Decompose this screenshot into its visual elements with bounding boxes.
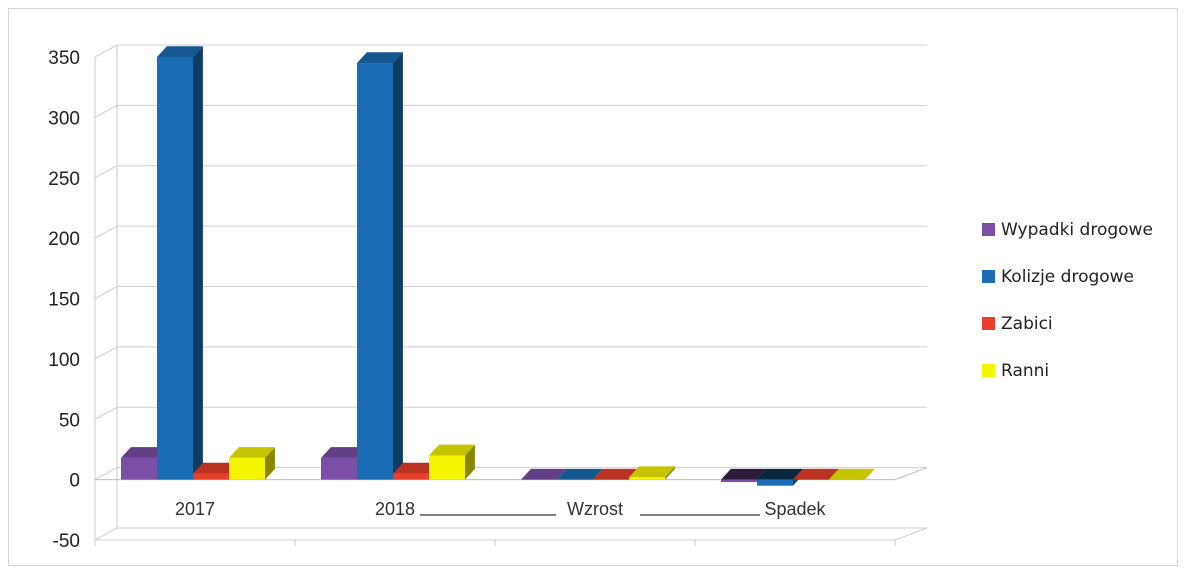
bar-wypadki-drogowe-2017-front (121, 457, 157, 480)
x-tick-label-spadek: Spadek (764, 499, 826, 519)
chart-frame (8, 8, 1178, 566)
bar-ranni-wzrost-front (629, 477, 665, 480)
legend-swatch-ranni (982, 364, 995, 377)
gridline (94, 406, 927, 420)
bar-kolizje-drogowe-spadek-front (757, 479, 793, 486)
bar-kolizje-drogowe-2018 (357, 52, 403, 480)
x-axis-depth (894, 527, 928, 541)
bar-ranni-spadek-top (829, 468, 875, 480)
bar-zabici-2017-top (193, 462, 239, 474)
bar-zabici-wzrost (593, 468, 639, 480)
bar-wypadki-drogowe-2017-top (121, 447, 167, 458)
y-tick-label: 200 (48, 229, 80, 250)
y-tick-label: 350 (48, 48, 80, 69)
bar-ranni-wzrost (629, 466, 675, 480)
bar-kolizje-drogowe-2018-front (357, 63, 393, 480)
bar-ranni-2018-side (465, 444, 475, 480)
bar-wypadki-drogowe-wzrost (521, 468, 567, 480)
y-tick-label: 150 (48, 290, 80, 311)
legend-item-zabici: Zabici (982, 312, 1153, 335)
gridline (94, 527, 927, 541)
gridline (94, 165, 927, 179)
bar-kolizje-drogowe-wzrost-top (557, 468, 603, 480)
x-axis-labels: 2017 2018 Wzrost Spadek (175, 499, 827, 519)
bar-kolizje-drogowe-2017-front (157, 57, 193, 480)
x-tick-label-2018: 2018 (375, 499, 415, 519)
y-tick-label: -50 (53, 531, 80, 552)
bar-ranni-2017-top (229, 447, 275, 458)
gridline (94, 286, 927, 299)
legend: Wypadki drogowe Kolizje drogowe Zabici R… (982, 218, 1153, 406)
bar-kolizje-drogowe-wzrost (557, 468, 603, 480)
bar-wypadki-drogowe-spadek-top (721, 468, 767, 480)
bar-zabici-spadek-top (793, 468, 839, 480)
legend-label-wypadki: Wypadki drogowe (1001, 219, 1153, 240)
bar-kolizje-drogowe-2018-top (357, 52, 403, 64)
bar-ranni-wzrost-top (629, 466, 675, 478)
y-tick-label: 100 (48, 350, 80, 371)
y-tick-label: 300 (48, 108, 80, 129)
y-axis-ticks: -50 0 50 100 150 200 250 300 350 (48, 48, 80, 552)
y-tick-label: 0 (69, 471, 80, 492)
bars (121, 46, 875, 486)
bar-wypadki-drogowe-spadek-front (721, 479, 757, 483)
bar-ranni-2018-top (429, 444, 475, 456)
bar-kolizje-drogowe-2017 (157, 46, 203, 480)
bar-zabici-2018-front (393, 473, 429, 480)
bar-ranni-2017-front (229, 457, 265, 480)
bar-kolizje-drogowe-2017-top (157, 46, 203, 57)
legend-item-kolizje: Kolizje drogowe (982, 265, 1153, 288)
bar-ranni-2017-side (265, 447, 275, 480)
bar-ranni-spadek (829, 468, 875, 480)
y-tick-label: 250 (48, 169, 80, 190)
bar-wypadki-drogowe-2018-top (321, 447, 367, 458)
legend-swatch-wypadki (982, 223, 995, 236)
gridline (94, 44, 927, 58)
bar-kolizje-drogowe-spadek-top (757, 468, 803, 480)
y-tick-label: 50 (59, 410, 80, 431)
bar-kolizje-drogowe-2018-side (393, 52, 403, 480)
gridline (94, 225, 927, 239)
x-tick-label-wzrost: Wzrost (567, 499, 623, 519)
bar-wypadki-drogowe-2018-front (321, 457, 357, 480)
legend-label-zabici: Zabici (1001, 313, 1053, 334)
bar-wypadki-drogowe-wzrost-top (521, 468, 567, 480)
bar-ranni-2017 (229, 447, 275, 480)
bar-ranni-2018-front (429, 455, 465, 480)
bar-zabici-spadek (793, 468, 839, 480)
gridline (94, 104, 927, 118)
bar-kolizje-drogowe-2017-side (193, 46, 203, 480)
zero-line-depth (894, 467, 928, 481)
legend-item-wypadki: Wypadki drogowe (982, 218, 1153, 241)
x-tick-label-2017: 2017 (175, 499, 215, 519)
legend-label-kolizje: Kolizje drogowe (1001, 266, 1135, 287)
bar-zabici-2018-top (393, 462, 439, 474)
legend-swatch-kolizje (982, 270, 995, 283)
bar-zabici-wzrost-top (593, 468, 639, 480)
bar-ranni-wzrost-side (665, 466, 675, 480)
legend-swatch-zabici (982, 317, 995, 330)
gridline (94, 346, 927, 360)
bar-ranni-2018 (429, 444, 475, 480)
bar-zabici-2017-front (193, 473, 229, 480)
legend-item-ranni: Ranni (982, 359, 1153, 382)
legend-label-ranni: Ranni (1001, 360, 1050, 381)
